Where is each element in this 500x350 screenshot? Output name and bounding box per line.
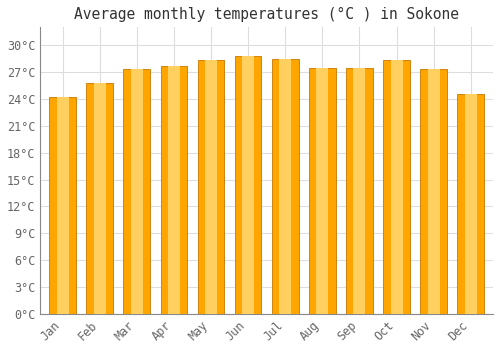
Bar xyxy=(428,69,440,314)
Bar xyxy=(205,61,217,314)
Bar xyxy=(131,69,143,314)
Bar xyxy=(235,56,262,314)
Bar xyxy=(465,94,477,314)
Bar xyxy=(458,94,484,314)
Bar xyxy=(272,59,298,314)
Bar xyxy=(309,68,336,314)
Bar xyxy=(354,68,366,314)
Bar xyxy=(383,61,410,314)
Bar xyxy=(56,97,68,314)
Title: Average monthly temperatures (°C ) in Sokone: Average monthly temperatures (°C ) in So… xyxy=(74,7,459,22)
Bar xyxy=(94,83,106,314)
Bar xyxy=(242,56,254,314)
Bar xyxy=(160,66,188,314)
Bar xyxy=(316,68,328,314)
Bar xyxy=(49,97,76,314)
Bar xyxy=(168,66,180,314)
Bar xyxy=(279,59,291,314)
Bar xyxy=(346,68,373,314)
Bar xyxy=(198,61,224,314)
Bar xyxy=(390,61,402,314)
Bar xyxy=(420,69,447,314)
Bar xyxy=(124,69,150,314)
Bar xyxy=(86,83,113,314)
